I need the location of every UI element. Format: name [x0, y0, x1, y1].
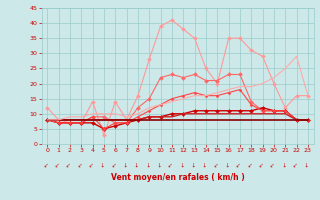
- Text: $\uparrow$: $\uparrow$: [87, 159, 98, 170]
- Text: $\uparrow$: $\uparrow$: [180, 159, 187, 168]
- Text: $\uparrow$: $\uparrow$: [42, 159, 53, 170]
- Text: $\uparrow$: $\uparrow$: [166, 159, 177, 170]
- Text: $\uparrow$: $\uparrow$: [235, 159, 245, 170]
- Text: $\uparrow$: $\uparrow$: [123, 159, 130, 168]
- Text: $\uparrow$: $\uparrow$: [268, 159, 279, 170]
- Text: $\uparrow$: $\uparrow$: [191, 159, 198, 168]
- Text: $\uparrow$: $\uparrow$: [203, 159, 209, 168]
- Text: $\uparrow$: $\uparrow$: [76, 159, 87, 170]
- Text: $\uparrow$: $\uparrow$: [246, 159, 257, 170]
- Text: $\uparrow$: $\uparrow$: [282, 159, 289, 168]
- Text: $\uparrow$: $\uparrow$: [135, 159, 141, 168]
- Text: $\uparrow$: $\uparrow$: [110, 159, 121, 170]
- Text: $\uparrow$: $\uparrow$: [257, 159, 268, 170]
- Text: $\uparrow$: $\uparrow$: [53, 159, 64, 170]
- Text: $\uparrow$: $\uparrow$: [305, 159, 311, 168]
- Text: $\uparrow$: $\uparrow$: [101, 159, 107, 168]
- Text: $\uparrow$: $\uparrow$: [64, 159, 76, 170]
- X-axis label: Vent moyen/en rafales ( km/h ): Vent moyen/en rafales ( km/h ): [111, 173, 244, 182]
- Text: $\uparrow$: $\uparrow$: [225, 159, 232, 168]
- Text: $\uparrow$: $\uparrow$: [157, 159, 164, 168]
- Text: $\uparrow$: $\uparrow$: [212, 159, 223, 170]
- Text: $\uparrow$: $\uparrow$: [146, 159, 153, 168]
- Text: $\uparrow$: $\uparrow$: [291, 159, 302, 170]
